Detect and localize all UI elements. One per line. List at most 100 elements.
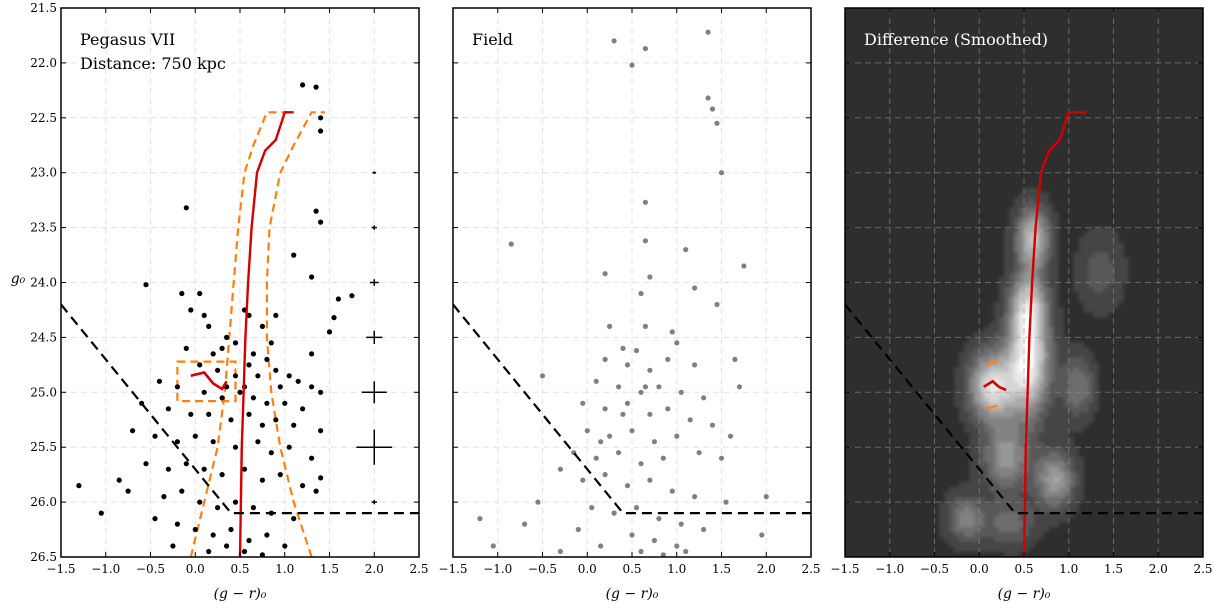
heatmap-cell <box>1148 28 1154 34</box>
heatmap-cell <box>895 173 901 179</box>
heatmap-cell <box>1009 233 1015 239</box>
heatmap-cell <box>1168 233 1174 239</box>
heatmap-cell <box>1123 148 1129 154</box>
heatmap-cell <box>949 307 955 313</box>
heatmap-cell <box>1094 273 1100 279</box>
heatmap-cell <box>1158 253 1164 259</box>
heatmap-cell <box>1084 173 1090 179</box>
heatmap-cell <box>1074 28 1080 34</box>
heatmap-cell <box>1099 193 1105 199</box>
heatmap-cell <box>944 302 950 308</box>
heatmap-cell <box>1049 238 1055 244</box>
heatmap-cell <box>954 103 960 109</box>
heatmap-cell <box>895 198 901 204</box>
heatmap-cell <box>1173 178 1179 184</box>
heatmap-cell <box>855 133 861 139</box>
heatmap-cell <box>870 53 876 59</box>
heatmap-cell <box>1054 248 1060 254</box>
heatmap-cell <box>1004 253 1010 259</box>
heatmap-cell <box>1079 153 1085 159</box>
heatmap-cell <box>1178 183 1184 189</box>
heatmap-cell <box>1138 268 1144 274</box>
heatmap-cell <box>1128 258 1134 264</box>
heatmap-cell <box>890 228 896 234</box>
heatmap-cell <box>1094 248 1100 254</box>
heatmap-cell <box>1009 148 1015 154</box>
heatmap-cell <box>1024 13 1030 19</box>
heatmap-cell <box>905 273 911 279</box>
heatmap-cell <box>954 238 960 244</box>
heatmap-cell <box>1049 28 1055 34</box>
heatmap-cell <box>910 128 916 134</box>
heatmap-cell <box>1094 198 1100 204</box>
heatmap-cell <box>1029 193 1035 199</box>
heatmap-cell <box>1114 133 1120 139</box>
heatmap-cell <box>1193 33 1199 39</box>
heatmap-cell <box>1133 228 1139 234</box>
heatmap-cell <box>1094 123 1100 129</box>
heatmap-cell <box>920 268 926 274</box>
heatmap-cell <box>1188 253 1194 259</box>
heatmap-cell <box>1034 158 1040 164</box>
heatmap-cell <box>1133 218 1139 224</box>
heatmap-cell <box>1099 28 1105 34</box>
heatmap-cell <box>1094 33 1100 39</box>
heatmap-cell <box>1084 118 1090 124</box>
heatmap-cell <box>1069 158 1075 164</box>
heatmap-cell <box>994 123 1000 129</box>
heatmap-cell <box>1014 188 1020 194</box>
heatmap-cell <box>1024 128 1030 134</box>
heatmap-cell <box>1158 23 1164 29</box>
heatmap-cell <box>1044 143 1050 149</box>
heatmap-cell <box>935 133 941 139</box>
heatmap-cell <box>855 302 861 308</box>
heatmap-cell <box>1104 263 1110 269</box>
heatmap-cell <box>895 307 901 313</box>
heatmap-cell <box>900 302 906 308</box>
heatmap-cell <box>1173 123 1179 129</box>
heatmap-cell <box>845 13 851 19</box>
heatmap-cell <box>959 88 965 94</box>
heatmap-cell <box>999 297 1005 303</box>
heatmap-cell <box>1024 317 1030 323</box>
heatmap-cell <box>949 63 955 69</box>
heatmap-cell <box>994 73 1000 79</box>
heatmap-cell <box>1049 108 1055 114</box>
heatmap-cell <box>880 88 886 94</box>
heatmap-cell <box>954 283 960 289</box>
heatmap-cell <box>1009 103 1015 109</box>
heatmap-cell <box>1049 18 1055 24</box>
heatmap-cell <box>920 138 926 144</box>
heatmap-cell <box>949 138 955 144</box>
heatmap-cell <box>969 248 975 254</box>
heatmap-cell <box>1193 263 1199 269</box>
heatmap-cell <box>979 173 985 179</box>
heatmap-cell <box>1004 233 1010 239</box>
heatmap-cell <box>944 193 950 199</box>
heatmap-cell <box>880 243 886 249</box>
heatmap-cell <box>925 302 931 308</box>
heatmap-cell <box>944 93 950 99</box>
heatmap-cell <box>845 317 851 323</box>
heatmap-cell <box>1099 253 1105 259</box>
heatmap-cell <box>1168 258 1174 264</box>
heatmap-cell <box>1118 253 1124 259</box>
heatmap-cell <box>1123 18 1129 24</box>
heatmap-cell <box>1069 173 1075 179</box>
heatmap-cell <box>855 53 861 59</box>
heatmap-cell <box>1054 183 1060 189</box>
heatmap-cell <box>954 258 960 264</box>
heatmap-cell <box>1099 103 1105 109</box>
heatmap-cell <box>1163 73 1169 79</box>
heatmap-cell <box>1168 158 1174 164</box>
heatmap-cell <box>850 287 856 293</box>
heatmap-cell <box>1069 287 1075 293</box>
heatmap-cell <box>870 203 876 209</box>
heatmap-cell <box>845 103 851 109</box>
x-tick-label: 2.5 <box>801 562 820 576</box>
heatmap-cell <box>1039 153 1045 159</box>
heatmap-cell <box>1084 228 1090 234</box>
heatmap-cell <box>954 78 960 84</box>
heatmap-cell <box>1069 153 1075 159</box>
heatmap-cell <box>1133 133 1139 139</box>
